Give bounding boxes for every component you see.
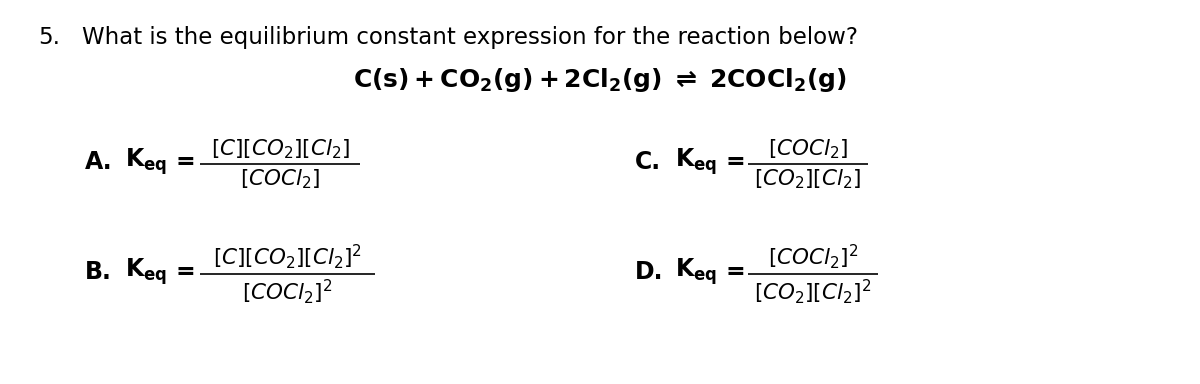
Text: $[C][CO_2][Cl_2]$: $[C][CO_2][Cl_2]$: [210, 137, 349, 161]
Text: $[COCl_2]$: $[COCl_2]$: [240, 167, 320, 190]
Text: $\mathbf{K_{eq}}$: $\mathbf{K_{eq}}$: [125, 257, 167, 287]
Text: What is the equilibrium constant expression for the reaction below?: What is the equilibrium constant express…: [82, 26, 858, 49]
Text: $[CO_2][Cl_2]$: $[CO_2][Cl_2]$: [755, 167, 862, 190]
Text: $\mathbf{C(s) + CO_2(g) + 2Cl_2(g)\ \rightleftharpoons\ 2COCl_2(g)}$: $\mathbf{C(s) + CO_2(g) + 2Cl_2(g)\ \rig…: [353, 66, 847, 94]
Text: =: =: [725, 260, 745, 284]
Text: =: =: [175, 150, 194, 174]
Text: $[COCl_2]$: $[COCl_2]$: [768, 137, 848, 161]
Text: A.: A.: [85, 150, 113, 174]
Text: $[COCl_2]^2$: $[COCl_2]^2$: [768, 242, 858, 271]
Text: =: =: [175, 260, 194, 284]
Text: B.: B.: [85, 260, 112, 284]
Text: C.: C.: [635, 150, 661, 174]
Text: $[COCl_2]^2$: $[COCl_2]^2$: [242, 277, 332, 306]
Text: $[CO_2][Cl_2]^2$: $[CO_2][Cl_2]^2$: [755, 277, 871, 306]
Text: $[C][CO_2][Cl_2]^2$: $[C][CO_2][Cl_2]^2$: [214, 242, 362, 271]
Text: $\mathbf{K_{eq}}$: $\mathbf{K_{eq}}$: [125, 147, 167, 177]
Text: =: =: [725, 150, 745, 174]
Text: D.: D.: [635, 260, 664, 284]
Text: $\mathbf{K_{eq}}$: $\mathbf{K_{eq}}$: [674, 147, 718, 177]
Text: $\mathbf{K_{eq}}$: $\mathbf{K_{eq}}$: [674, 257, 718, 287]
Text: 5.: 5.: [38, 26, 60, 49]
